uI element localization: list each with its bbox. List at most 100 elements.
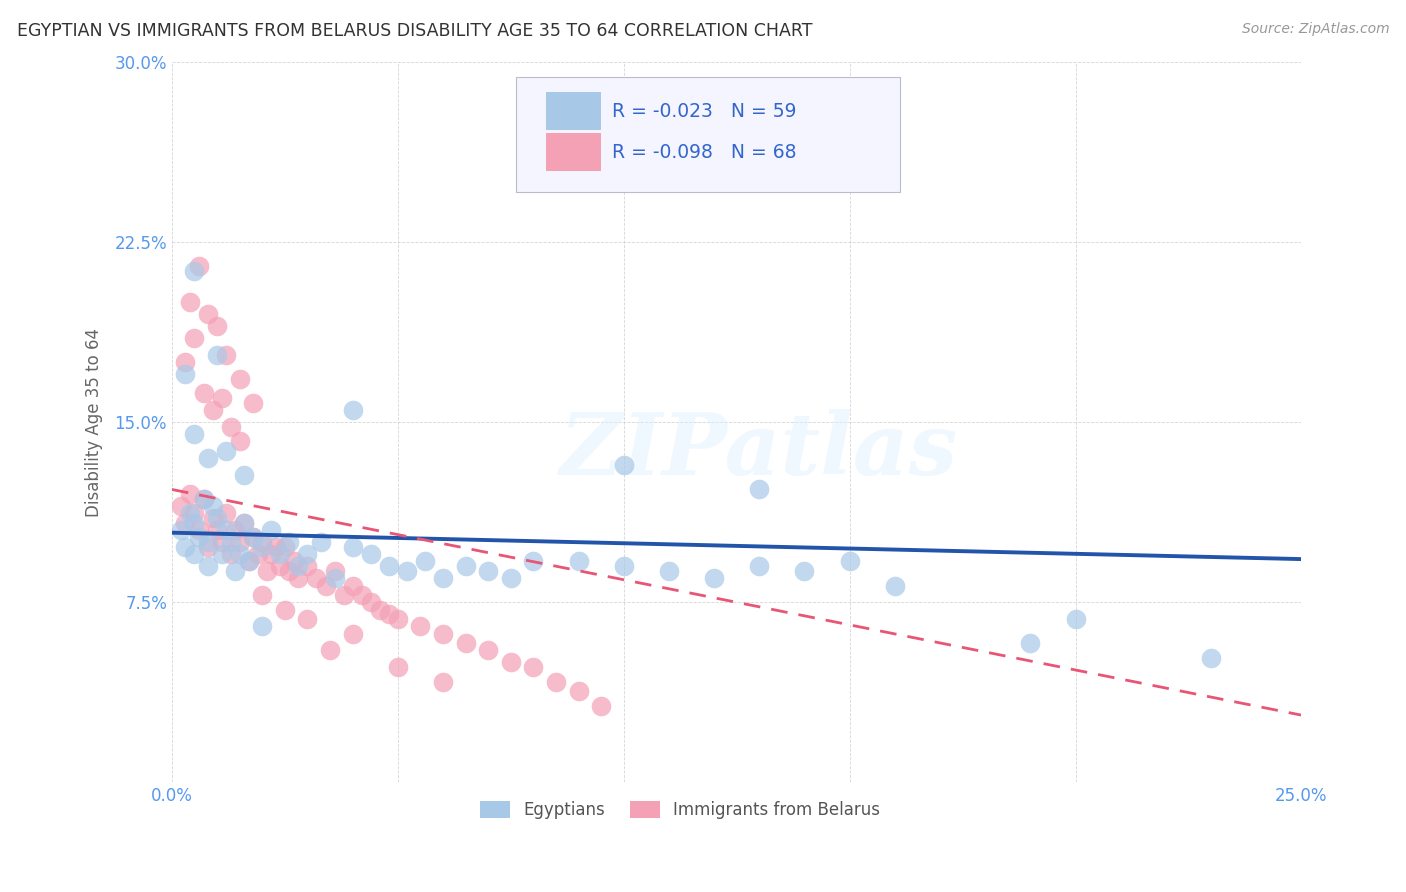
Point [174,368,197,382]
Point [242,531,264,545]
Point [201,511,224,525]
Point [205,523,228,537]
Point [838,554,860,568]
Point [613,458,636,473]
Point [228,434,250,449]
Point [242,531,264,545]
Point [297,547,319,561]
Point [274,602,297,616]
Point [477,564,499,578]
Point [342,578,364,592]
Point [1064,612,1087,626]
Point [179,295,201,310]
Point [219,547,242,561]
Point [197,307,219,321]
Point [183,427,205,442]
Point [748,483,770,497]
Point [252,588,274,602]
Point [211,391,233,405]
Point [567,684,589,698]
Point [183,516,205,530]
Point [1199,650,1222,665]
Point [591,698,613,713]
Point [233,516,256,530]
Point [242,396,264,410]
Point [179,507,201,521]
Point [499,656,522,670]
Point [179,487,201,501]
Point [378,559,401,574]
Point [219,420,242,434]
Point [260,547,283,561]
Point [413,554,436,568]
Point [188,259,211,273]
Point [205,319,228,334]
Text: ZIPatlas: ZIPatlas [560,409,959,492]
Point [378,607,401,622]
Point [174,540,197,554]
Point [228,372,250,386]
Point [883,578,905,592]
Y-axis label: Disability Age 35 to 64: Disability Age 35 to 64 [86,327,103,516]
Point [395,564,418,578]
Point [224,523,246,537]
Point [193,491,215,506]
Point [522,554,544,568]
Point [252,619,274,633]
Point [287,571,309,585]
Point [224,564,246,578]
Point [342,403,364,417]
Point [793,564,815,578]
FancyBboxPatch shape [516,77,900,192]
Point [205,348,228,362]
Point [269,547,291,561]
Point [658,564,681,578]
Point [174,355,197,369]
Point [197,535,219,549]
Point [252,535,274,549]
Point [613,559,636,574]
Point [215,523,238,537]
Point [183,547,205,561]
Point [233,516,256,530]
Point [432,571,454,585]
Point [233,468,256,483]
Point [183,331,205,345]
Text: R = -0.023   N = 59: R = -0.023 N = 59 [613,102,797,120]
Point [297,612,319,626]
Point [454,559,477,574]
Text: R = -0.098   N = 68: R = -0.098 N = 68 [613,143,797,161]
Point [260,523,283,537]
Point [238,554,260,568]
Point [197,451,219,466]
Point [432,674,454,689]
Legend: Egyptians, Immigrants from Belarus: Egyptians, Immigrants from Belarus [474,795,887,826]
Point [183,264,205,278]
Point [170,500,193,514]
Point [567,554,589,568]
Point [409,619,432,633]
Point [219,535,242,549]
Point [256,564,278,578]
Point [305,571,328,585]
Point [387,612,409,626]
Point [201,403,224,417]
Point [477,643,499,657]
Point [201,500,224,514]
Point [278,564,301,578]
Point [274,540,297,554]
Point [309,535,332,549]
Point [360,547,382,561]
Point [748,559,770,574]
Point [297,559,319,574]
Point [211,535,233,549]
Point [174,516,197,530]
Point [215,507,238,521]
FancyBboxPatch shape [546,134,602,171]
Point [342,626,364,640]
Point [238,554,260,568]
Point [188,523,211,537]
Point [183,507,205,521]
Point [188,531,211,545]
Point [432,626,454,640]
